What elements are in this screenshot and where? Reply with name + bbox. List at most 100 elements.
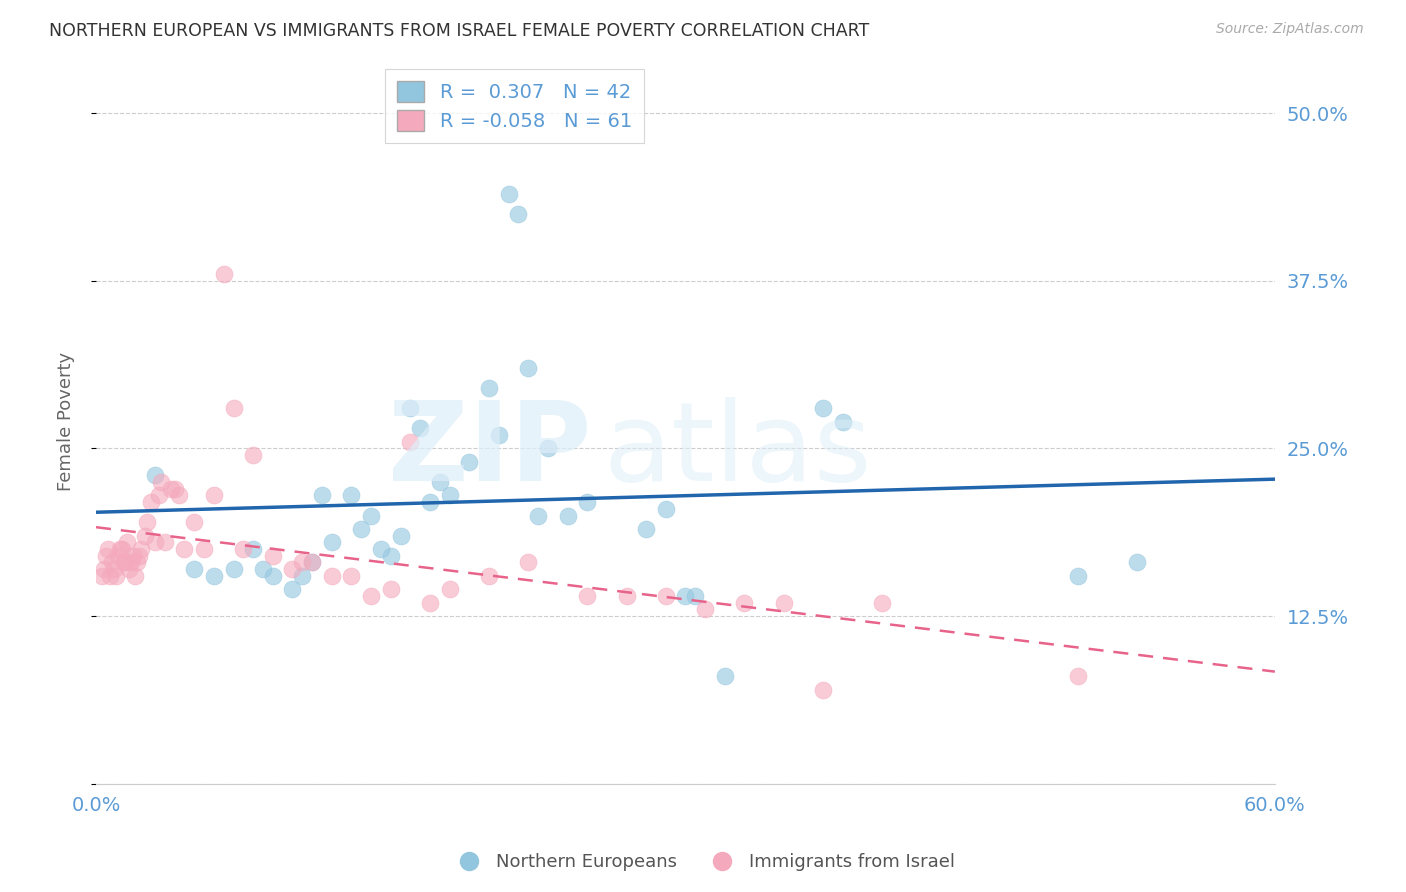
Point — [576, 495, 599, 509]
Point — [488, 428, 510, 442]
Point — [202, 488, 225, 502]
Point — [98, 569, 121, 583]
Point — [870, 596, 893, 610]
Point — [811, 682, 834, 697]
Point — [811, 401, 834, 416]
Point — [537, 442, 560, 456]
Point — [183, 562, 205, 576]
Point — [222, 401, 245, 416]
Legend: R =  0.307   N = 42, R = -0.058   N = 61: R = 0.307 N = 42, R = -0.058 N = 61 — [385, 70, 644, 143]
Point — [831, 415, 853, 429]
Point — [167, 488, 190, 502]
Point — [120, 556, 142, 570]
Point — [139, 495, 162, 509]
Point — [262, 549, 284, 563]
Point — [458, 455, 481, 469]
Point — [122, 549, 145, 563]
Point — [127, 556, 149, 570]
Point — [399, 401, 422, 416]
Point — [118, 562, 141, 576]
Point — [183, 515, 205, 529]
Point — [1067, 669, 1090, 683]
Point — [321, 535, 343, 549]
Point — [616, 589, 638, 603]
Point — [291, 569, 314, 583]
Text: ZIP: ZIP — [388, 397, 591, 504]
Point — [576, 589, 599, 603]
Point — [281, 562, 304, 576]
Point — [439, 582, 461, 597]
Point — [429, 475, 451, 489]
Point — [97, 542, 120, 557]
Point — [202, 569, 225, 583]
Point — [693, 602, 716, 616]
Point — [1067, 569, 1090, 583]
Y-axis label: Female Poverty: Female Poverty — [58, 352, 75, 491]
Point — [281, 582, 304, 597]
Point — [128, 549, 150, 563]
Point — [301, 556, 323, 570]
Point — [232, 542, 254, 557]
Point — [108, 542, 131, 557]
Point — [117, 535, 139, 549]
Point — [733, 596, 755, 610]
Point — [301, 556, 323, 570]
Point — [143, 535, 166, 549]
Point — [478, 569, 501, 583]
Point — [104, 569, 127, 583]
Point — [419, 596, 441, 610]
Point — [262, 569, 284, 583]
Text: atlas: atlas — [603, 397, 872, 504]
Point — [399, 434, 422, 449]
Point — [517, 361, 540, 376]
Point — [380, 582, 402, 597]
Point — [498, 186, 520, 201]
Point — [675, 589, 697, 603]
Point — [143, 468, 166, 483]
Point — [107, 549, 129, 563]
Point — [527, 508, 550, 523]
Point — [110, 542, 132, 557]
Point — [193, 542, 215, 557]
Point — [103, 562, 125, 576]
Point — [321, 569, 343, 583]
Point — [360, 589, 382, 603]
Legend: Northern Europeans, Immigrants from Israel: Northern Europeans, Immigrants from Isra… — [444, 847, 962, 879]
Point — [713, 669, 735, 683]
Point — [136, 515, 159, 529]
Text: NORTHERN EUROPEAN VS IMMIGRANTS FROM ISRAEL FEMALE POVERTY CORRELATION CHART: NORTHERN EUROPEAN VS IMMIGRANTS FROM ISR… — [49, 22, 869, 40]
Point — [112, 556, 135, 570]
Text: Source: ZipAtlas.com: Source: ZipAtlas.com — [1216, 22, 1364, 37]
Point — [685, 589, 707, 603]
Point — [389, 529, 412, 543]
Point — [370, 542, 392, 557]
Point — [340, 569, 363, 583]
Point — [148, 488, 170, 502]
Point — [655, 589, 678, 603]
Point — [508, 207, 530, 221]
Point — [557, 508, 579, 523]
Point — [340, 488, 363, 502]
Point — [153, 535, 176, 549]
Point — [478, 381, 501, 395]
Point — [100, 556, 122, 570]
Point — [380, 549, 402, 563]
Point — [93, 562, 115, 576]
Point — [129, 542, 152, 557]
Point — [222, 562, 245, 576]
Point — [291, 556, 314, 570]
Point — [90, 569, 112, 583]
Point — [124, 569, 146, 583]
Point — [311, 488, 333, 502]
Point — [114, 556, 136, 570]
Point — [242, 448, 264, 462]
Point — [149, 475, 172, 489]
Point — [517, 556, 540, 570]
Point — [173, 542, 195, 557]
Point — [212, 267, 235, 281]
Point — [134, 529, 156, 543]
Point — [242, 542, 264, 557]
Point — [360, 508, 382, 523]
Point — [655, 501, 678, 516]
Point — [439, 488, 461, 502]
